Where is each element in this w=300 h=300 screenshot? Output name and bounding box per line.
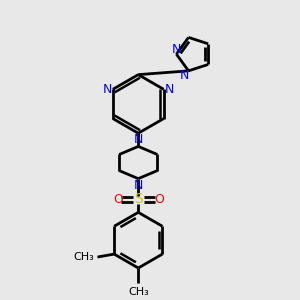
Text: O: O: [113, 193, 123, 206]
Text: N: N: [179, 69, 189, 82]
Text: S: S: [134, 192, 143, 206]
Text: N: N: [134, 133, 143, 146]
Text: CH₃: CH₃: [128, 287, 149, 297]
Text: N: N: [134, 179, 143, 193]
Text: CH₃: CH₃: [73, 252, 94, 262]
Text: O: O: [154, 193, 164, 206]
Text: N: N: [102, 83, 112, 96]
Text: N: N: [165, 83, 174, 96]
Text: N: N: [172, 43, 181, 56]
